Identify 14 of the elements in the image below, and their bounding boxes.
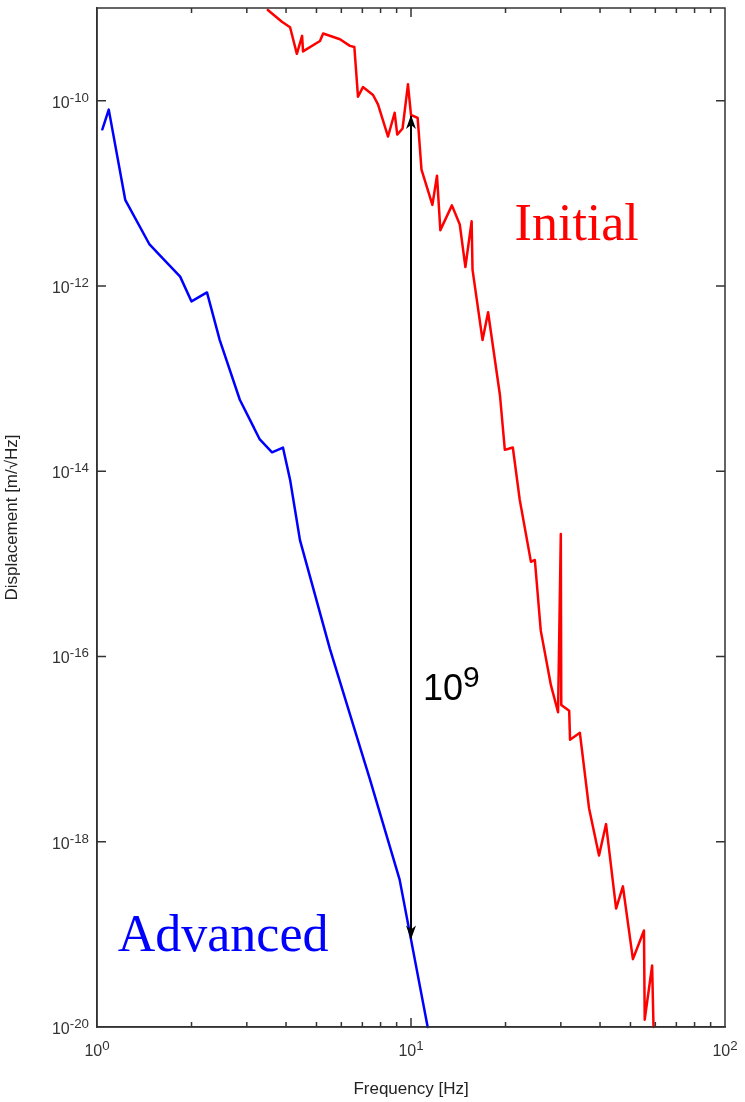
- y-tick-label: 10$^{-12}$: [51, 274, 89, 297]
- annotation: 10$^{9}$: [423, 659, 480, 708]
- x-axis-title: Frequency [Hz]: [353, 1079, 469, 1099]
- y-tick-label: 10$^{-20}$: [51, 1015, 89, 1038]
- x-tick-label: 10$^{0}$: [84, 1038, 110, 1060]
- y-tick-label: 10$^{-10}$: [51, 89, 89, 111]
- y-tick-label: 10$^{-14}$: [51, 460, 89, 482]
- y-tick-label: 10$^{-16}$: [51, 645, 89, 667]
- x-tick-label: 10$^{2}$: [712, 1038, 738, 1060]
- y-axis-title: Displacement [m/√Hz]: [1, 434, 21, 601]
- y-tick-label: 10$^{-18}$: [51, 830, 89, 852]
- series-label: Initial: [514, 194, 639, 252]
- series-label: Advanced: [117, 904, 329, 962]
- x-tick-label: 10$^{1}$: [398, 1038, 424, 1060]
